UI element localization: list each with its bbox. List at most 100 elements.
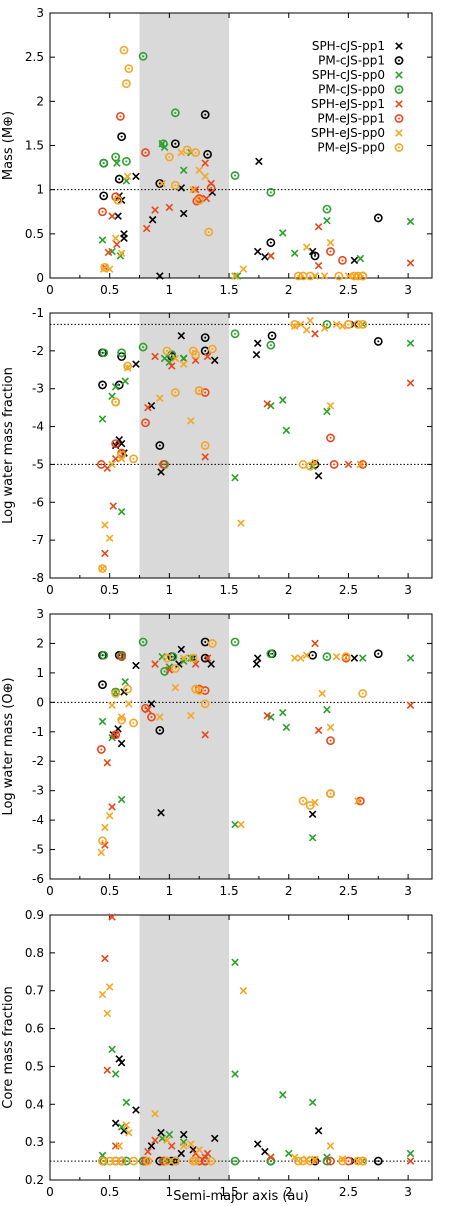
x-tick-label: 0.5 — [100, 1185, 119, 1199]
y-tick-label: 0.4 — [25, 1097, 44, 1111]
series-SPH-eJS-pp0 — [98, 316, 365, 573]
data-point — [253, 339, 262, 348]
data-point — [162, 1156, 172, 1166]
data-point — [323, 705, 331, 714]
data-point — [279, 1091, 287, 1099]
data-point — [170, 664, 180, 673]
data-point — [230, 1156, 240, 1166]
data-point — [406, 654, 415, 662]
data-point — [267, 1153, 275, 1162]
data-point — [103, 1066, 112, 1074]
data-point — [210, 1134, 219, 1143]
data-point — [203, 654, 212, 662]
data-point — [354, 797, 362, 805]
data-point — [290, 654, 299, 662]
habitable-zone-shade — [139, 614, 230, 879]
data-point — [111, 441, 120, 450]
data-point — [230, 329, 240, 339]
legend-marker — [395, 129, 403, 137]
data-point — [338, 1155, 347, 1163]
legend-marker — [395, 100, 403, 108]
data-point — [203, 1149, 212, 1158]
data-point — [111, 1156, 121, 1166]
data-point — [132, 360, 140, 368]
data-point — [143, 1156, 153, 1166]
data-point — [200, 686, 210, 695]
legend-label: PM-eJS-pp0 — [317, 141, 385, 155]
data-point — [155, 179, 165, 188]
data-point — [98, 380, 107, 390]
data-point — [296, 654, 305, 662]
x-axis-label: Semi-major axis (au) — [173, 1189, 308, 1204]
data-point — [144, 1147, 152, 1156]
data-point — [203, 352, 212, 361]
data-point — [117, 1058, 126, 1067]
data-point — [290, 249, 299, 258]
series-SPH-eJS-pp1 — [101, 330, 415, 558]
data-point — [314, 261, 323, 270]
x-tick-label: 1 — [166, 283, 174, 297]
data-point — [138, 637, 148, 647]
data-point — [282, 426, 291, 435]
data-point — [151, 1109, 159, 1118]
data-point — [177, 331, 186, 340]
data-point — [117, 1123, 126, 1131]
data-point — [155, 725, 165, 735]
series-SPH-eJS-pp1 — [101, 159, 415, 272]
legend-label: PM-cJS-pp1 — [318, 54, 385, 68]
data-point — [302, 326, 311, 334]
data-point — [103, 1009, 112, 1018]
data-point — [298, 796, 308, 806]
data-point — [338, 255, 347, 265]
data-point — [98, 415, 107, 423]
data-point — [290, 322, 299, 331]
data-point — [203, 149, 212, 159]
data-point — [120, 230, 128, 238]
data-point — [311, 639, 319, 648]
data-point — [120, 1127, 128, 1135]
data-point — [179, 654, 188, 662]
data-point — [99, 191, 109, 201]
data-point — [117, 739, 126, 748]
data-point — [121, 377, 129, 385]
data-point — [157, 1128, 165, 1137]
data-point — [290, 1153, 299, 1162]
data-point — [266, 649, 276, 659]
data-point — [123, 172, 132, 181]
data-point — [159, 460, 168, 469]
data-point — [111, 397, 121, 407]
x-tick-label: 2 — [285, 283, 293, 297]
data-point — [406, 379, 415, 387]
panel-4: 0 0.5 1 1.5 2 2.5 3 0.2 0.3 0.4 0.5 0.6 0.7 0.8 0.9 Cor… — [1, 908, 433, 1204]
data-point — [279, 708, 287, 717]
data-point — [263, 711, 272, 720]
data-point — [406, 217, 415, 226]
data-point — [122, 1098, 131, 1107]
data-point — [230, 637, 240, 647]
data-point — [104, 248, 113, 257]
data-point — [308, 834, 317, 842]
data-point — [151, 660, 159, 668]
data-point — [318, 689, 326, 698]
legend-marker — [394, 114, 404, 123]
data-point — [358, 1156, 368, 1166]
data-point — [302, 243, 311, 251]
data-point — [117, 715, 127, 725]
data-point — [406, 259, 415, 267]
legend: SPH-cJS-pp1PM-cJS-pp1SPH-cJS-pp0PM-cJS-p… — [311, 39, 404, 155]
data-point — [177, 1149, 186, 1158]
data-point — [98, 990, 107, 999]
y-tick-label: 0.6 — [25, 1022, 44, 1036]
data-point — [117, 132, 127, 142]
data-point — [200, 653, 210, 663]
x-tick-label: 0 — [46, 283, 54, 297]
data-point — [326, 723, 335, 732]
data-point — [194, 386, 204, 396]
data-point — [170, 180, 180, 190]
data-point — [113, 240, 121, 249]
data-point — [191, 148, 201, 157]
data-point — [108, 913, 116, 921]
data-point — [201, 730, 209, 739]
x-tick-label: 2 — [285, 583, 293, 597]
data-point — [113, 195, 123, 205]
